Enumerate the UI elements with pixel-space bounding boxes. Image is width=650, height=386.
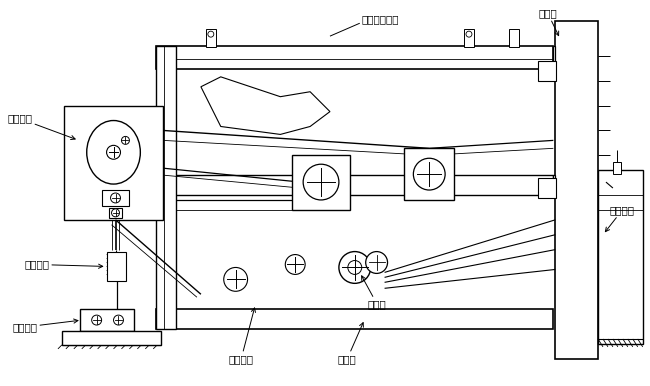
Bar: [109, 208, 122, 218]
Circle shape: [114, 315, 124, 325]
Polygon shape: [201, 77, 330, 134]
Circle shape: [366, 252, 387, 273]
Text: 固定装置: 固定装置: [12, 319, 78, 332]
Bar: [555, 21, 598, 359]
Circle shape: [285, 254, 305, 274]
Text: 固定架: 固定架: [538, 8, 559, 36]
Circle shape: [348, 261, 362, 274]
Circle shape: [208, 31, 214, 37]
Bar: [538, 61, 556, 81]
Text: 振动架上平面: 振动架上平面: [362, 14, 399, 24]
Bar: [156, 46, 176, 329]
Bar: [509, 29, 519, 47]
Bar: [156, 309, 553, 329]
Circle shape: [466, 31, 472, 37]
Bar: [101, 190, 129, 206]
Text: 导向轮: 导向轮: [361, 276, 387, 309]
Circle shape: [303, 164, 339, 200]
Circle shape: [413, 158, 445, 190]
Bar: [62, 331, 161, 345]
Bar: [107, 252, 127, 281]
Bar: [553, 175, 555, 195]
Bar: [538, 178, 556, 198]
Bar: [598, 170, 643, 344]
Circle shape: [339, 252, 370, 283]
Circle shape: [112, 209, 120, 217]
Bar: [553, 46, 555, 69]
Bar: [64, 106, 163, 220]
Text: 偏心装置: 偏心装置: [7, 113, 75, 140]
Bar: [156, 46, 553, 69]
Text: 摆臂装置: 摆臂装置: [229, 308, 255, 364]
Text: 振动架: 振动架: [338, 323, 363, 364]
Text: 调整装置: 调整装置: [605, 205, 635, 232]
Bar: [292, 155, 350, 210]
Bar: [156, 175, 553, 195]
Bar: [206, 29, 216, 47]
Bar: [80, 309, 135, 331]
Text: 缓冲装置: 缓冲装置: [24, 259, 103, 269]
Bar: [613, 162, 621, 174]
Circle shape: [224, 267, 248, 291]
Circle shape: [92, 315, 101, 325]
Circle shape: [111, 193, 120, 203]
Bar: [404, 148, 454, 200]
Circle shape: [122, 136, 129, 144]
Ellipse shape: [86, 120, 140, 184]
Bar: [464, 29, 474, 47]
Circle shape: [107, 146, 120, 159]
